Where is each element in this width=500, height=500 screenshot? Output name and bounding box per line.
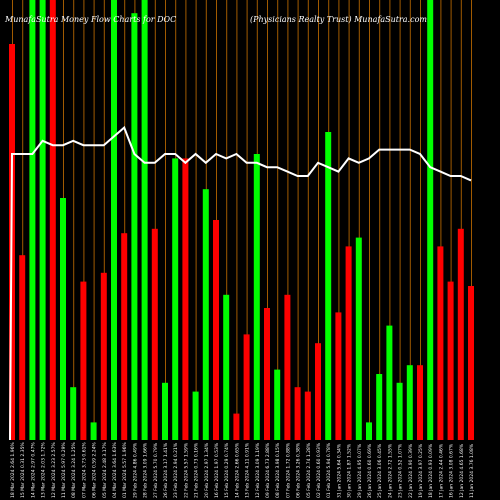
x-tick-label: 26 Jan 2024 0.60 0.69% xyxy=(367,443,373,498)
x-tick-label: 06 Mar 2024 0.59 2.24% xyxy=(92,442,98,498)
bar xyxy=(121,233,128,440)
bar xyxy=(345,246,352,440)
bar xyxy=(417,365,423,440)
x-tick-label: 04 Mar 2024 3.64 1.63% xyxy=(112,442,118,498)
bar xyxy=(243,334,250,440)
bar xyxy=(141,0,148,440)
x-tick-label: 02 Feb 2024 0.60 0.93% xyxy=(316,442,322,498)
bar xyxy=(111,0,117,440)
x-tick-label: 20 Feb 2024 2.97 1.34% xyxy=(204,442,210,498)
bar xyxy=(90,422,97,440)
bar xyxy=(315,343,321,440)
bar xyxy=(304,391,311,440)
bar xyxy=(468,286,474,440)
x-tick-label: 29 Feb 2024 4.86 0.49% xyxy=(132,442,138,498)
x-tick-label: 12 Mar 2024 3.23 2.57% xyxy=(51,442,57,498)
x-tick-label: 01 Mar 2024 5.57 1.96% xyxy=(122,442,128,498)
x-tick-label: 18 Jan 2024 0.93 0.09% xyxy=(428,443,434,498)
x-tick-label: 28 Feb 2024 3.09 1.66% xyxy=(143,442,149,498)
bar xyxy=(202,189,209,440)
bar xyxy=(172,158,179,440)
bar xyxy=(264,308,270,440)
x-tick-label: 22 Feb 2024 5.57 1.59% xyxy=(183,442,189,498)
bar xyxy=(406,365,413,440)
x-tick-label: 07 Feb 2024 1.72 0.88% xyxy=(285,442,291,498)
x-tick-label: 08 Mar 2024 3.24 1.25% xyxy=(71,442,77,498)
x-tick-label: 06 Feb 2024 3.26 0.38% xyxy=(296,442,302,498)
bar xyxy=(131,13,138,440)
bar xyxy=(60,198,66,440)
x-tick-label: 17 Jan 2024 2.44 0.46% xyxy=(438,443,444,498)
x-tick-label: 13 Mar 2024 2.03 1.72% xyxy=(41,442,47,498)
bar xyxy=(376,374,383,440)
bar xyxy=(29,0,36,440)
x-tick-label: 11 Mar 2024 5.97 0.29% xyxy=(61,442,67,498)
bar xyxy=(80,281,87,440)
bar xyxy=(325,132,332,440)
x-tick-label: 26 Feb 2024 3.17 1.41% xyxy=(163,442,169,498)
bar xyxy=(182,158,189,440)
x-tick-label: 18 Mar 2024 2.64 1.96% xyxy=(10,442,16,498)
x-tick-label: 08 Feb 2024 3.98 0.15% xyxy=(275,442,281,498)
x-tick-label: 16 Feb 2024 1.97 0.53% xyxy=(214,442,220,498)
bar xyxy=(213,220,219,440)
x-tick-label: 13 Feb 2024 4.11 0.91% xyxy=(245,442,251,498)
bar xyxy=(274,369,281,440)
bar xyxy=(49,0,56,440)
bar xyxy=(233,413,240,440)
bar xyxy=(294,387,301,440)
x-tick-label: 14 Mar 2024 2.97 0.47% xyxy=(30,442,36,498)
x-tick-label: 31 Jan 2024 5.64 0.34% xyxy=(336,443,342,498)
bar xyxy=(19,255,26,440)
bar xyxy=(447,281,454,440)
x-tick-label: 19 Jan 2024 3.97 0.25% xyxy=(418,443,424,498)
x-tick-label: 12 Jan 2024 4.65 1.68% xyxy=(459,443,465,498)
x-tick-label: 07 Mar 2024 3.73 0.61% xyxy=(81,442,87,498)
x-tick-label: 01 Feb 2024 5.94 0.78% xyxy=(326,442,332,498)
x-labels-group: 18 Mar 2024 2.64 1.96% 15 Mar 2024 0.31 2… xyxy=(10,442,475,498)
bar xyxy=(39,0,46,440)
x-tick-label: 22 Jan 2024 3.90 0.39% xyxy=(408,443,414,498)
x-tick-label: 15 Mar 2024 0.31 2.35% xyxy=(20,442,26,498)
x-tick-label: 15 Feb 2024 0.29 0.74% xyxy=(224,442,230,498)
bar xyxy=(284,294,291,440)
x-tick-label: 05 Feb 2024 2.74 1.28% xyxy=(306,442,312,498)
bar xyxy=(253,154,260,440)
bar xyxy=(151,228,158,440)
bar xyxy=(457,228,464,440)
x-tick-label: 11 Jan 2024 3.76 1.08% xyxy=(469,443,475,498)
x-tick-label: 12 Feb 2024 3.09 1.19% xyxy=(255,442,261,498)
x-tick-label: 09 Feb 2024 6.73 2.88% xyxy=(265,442,271,498)
bar xyxy=(223,294,230,440)
x-tick-label: 16 Jan 2024 3.08 0.67% xyxy=(449,443,455,498)
bar xyxy=(396,382,403,440)
money-flow-line xyxy=(9,125,472,441)
bar xyxy=(427,0,434,440)
x-tick-label: 05 Mar 2024 2.48 3.17% xyxy=(102,442,108,498)
x-tick-label: 23 Jan 2024 0.52 1.07% xyxy=(398,443,404,498)
bar xyxy=(437,246,444,440)
bars-group xyxy=(9,0,474,440)
x-tick-label: 23 Feb 2024 2.94 0.21% xyxy=(173,442,179,498)
x-tick-label: 24 Jan 2024 2.72 1.55% xyxy=(387,443,393,498)
bar xyxy=(192,391,199,440)
x-tick-label: 27 Feb 2024 5.70 0.79% xyxy=(153,442,159,498)
bar xyxy=(100,272,107,440)
bar xyxy=(366,422,372,440)
bar xyxy=(355,237,362,440)
bar xyxy=(162,382,168,440)
bar xyxy=(70,387,77,440)
bar xyxy=(386,325,393,440)
chart-title: MunafaSutra Money Flow Charts for DOC xyxy=(5,15,177,24)
x-tick-label: 29 Jan 2024 4.95 0.07% xyxy=(357,443,363,498)
x-tick-label: 21 Feb 2024 0.73 0.16% xyxy=(194,442,200,498)
x-tick-label: 14 Feb 2024 2.66 0.65% xyxy=(234,442,240,498)
x-tick-label: 25 Jan 2024 3.06 0.45% xyxy=(377,443,383,498)
x-tick-label: 30 Jan 2024 1.87 1.52% xyxy=(347,443,353,498)
chart-subtitle: (Physicians Realty Trust) MunafaSutra.co… xyxy=(250,15,427,24)
bar xyxy=(335,312,342,440)
